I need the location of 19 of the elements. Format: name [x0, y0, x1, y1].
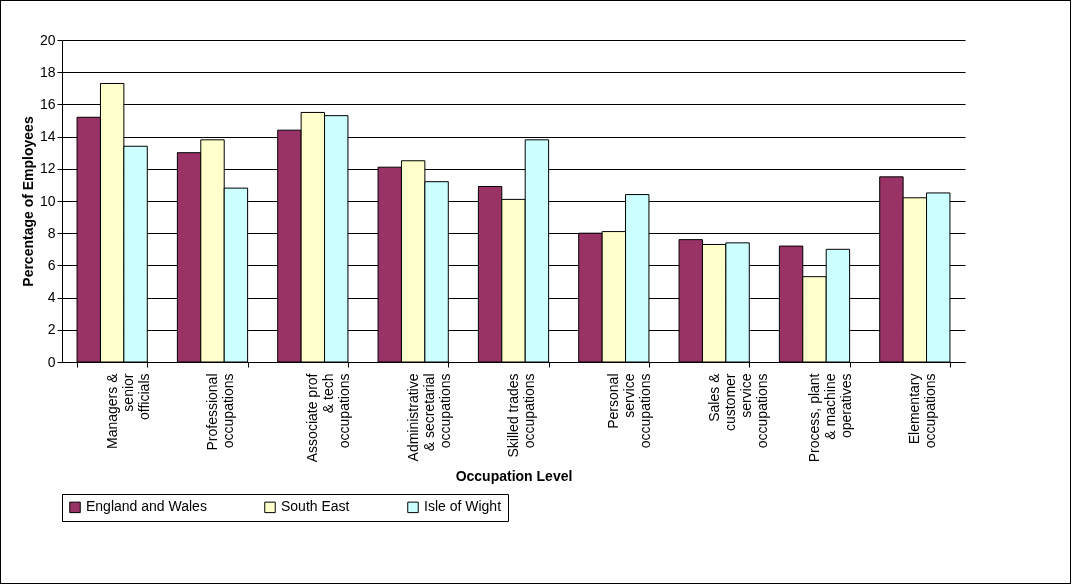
y-tick-label: 14: [39, 128, 56, 145]
x-tick-label: Managers & senior officials: [103, 372, 152, 449]
x-tick-label: Associate prof & tech occupations: [304, 373, 353, 463]
x-axis-title: Occupation Level: [455, 468, 573, 485]
y-axis-title: Percentage of Employees: [19, 116, 36, 287]
legend-label: Isle of Wight: [424, 498, 502, 515]
y-tick-label: 16: [39, 95, 56, 112]
y-tick-label: 12: [39, 160, 56, 177]
legend-label: South East: [281, 498, 350, 515]
y-tick-label: 0: [47, 353, 56, 370]
y-tick-label: 8: [47, 224, 56, 241]
y-tick-label: 10: [39, 192, 56, 209]
y-tick-label: 20: [39, 31, 56, 48]
legend-label: England and Wales: [86, 498, 207, 515]
y-tick-label: 4: [47, 289, 56, 306]
y-tick-label: 2: [47, 321, 56, 338]
y-tick-label: 18: [39, 63, 56, 80]
x-tick-label: Personal service occupations: [605, 373, 654, 449]
y-tick-label: 6: [47, 256, 56, 273]
